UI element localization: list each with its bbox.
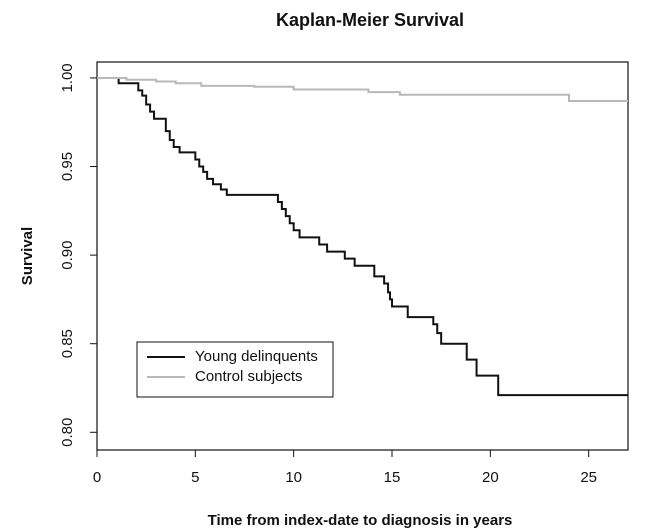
y-tick-label: 0.85 (59, 329, 76, 358)
y-tick-label: 0.95 (59, 152, 76, 181)
y-tick-label: 0.80 (59, 418, 76, 447)
y-tick-label: 1.00 (59, 63, 76, 92)
survival-line (97, 76, 628, 102)
survival-line (97, 76, 628, 397)
x-tick-label: 20 (482, 469, 499, 486)
plot-frame (96, 61, 629, 451)
y-tick-label: 0.90 (59, 241, 76, 270)
y-axis-title: Survival (19, 227, 36, 285)
x-tick-label: 15 (384, 469, 401, 486)
legend-label: Young delinquents (195, 348, 318, 365)
legend-box (136, 341, 334, 398)
x-tick-label: 10 (285, 469, 302, 486)
x-tick-label: 25 (580, 469, 597, 486)
x-tick-label: 5 (191, 469, 199, 486)
chart-title: Kaplan-Meier Survival (276, 10, 464, 30)
legend-label: Control subjects (195, 368, 303, 385)
x-tick-label: 0 (93, 469, 101, 486)
x-axis-title: Time from index-date to diagnosis in yea… (208, 512, 513, 529)
